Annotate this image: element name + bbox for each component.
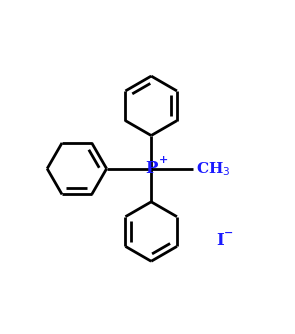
- Text: I: I: [216, 232, 224, 249]
- Text: CH$_3$: CH$_3$: [196, 160, 230, 177]
- Text: +: +: [158, 155, 168, 165]
- Text: −: −: [224, 226, 234, 237]
- Text: P: P: [145, 160, 157, 177]
